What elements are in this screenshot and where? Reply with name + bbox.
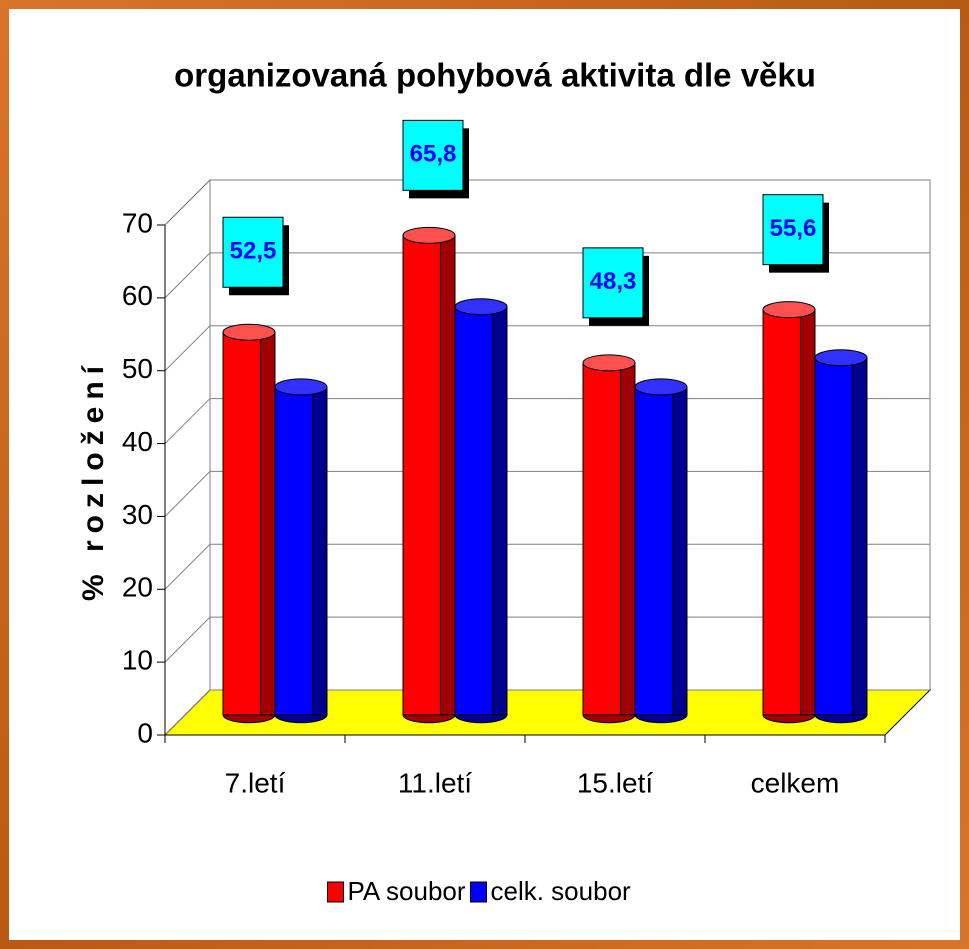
x-tick-label: 15.letí: [577, 767, 653, 798]
legend-swatch: [327, 881, 344, 903]
grid-line: [164, 616, 930, 663]
grid-line: [164, 179, 930, 226]
bar-top: [582, 354, 636, 372]
value-label: 52,5: [230, 238, 277, 265]
value-label: 48,3: [590, 268, 637, 295]
grid-line: [164, 398, 930, 444]
y-tick-label: 30: [122, 499, 153, 530]
y-tick-label: 20: [122, 572, 153, 603]
side-wall: [164, 178, 211, 737]
y-tick-label: 10: [122, 645, 153, 676]
bar-top: [634, 378, 688, 396]
bar-top: [454, 298, 508, 316]
grid-line: [164, 689, 930, 736]
bar-side: [439, 234, 456, 716]
bar-top: [402, 226, 456, 244]
y-tick-label: 0: [137, 717, 153, 748]
legend-label: celk. soubor: [491, 876, 632, 906]
plot: 0 10 20 30 40 50 60 70 7.letí 52,5 11.letí 65,8 15.l…: [122, 119, 932, 906]
y-tick-label: 50: [122, 353, 153, 384]
bar-top: [762, 301, 816, 319]
bar-top: [814, 349, 868, 367]
bar-side: [671, 386, 688, 716]
x-tick-label: 7.letí: [225, 767, 286, 798]
x-tick-label: celkem: [751, 767, 840, 798]
bar-side: [311, 386, 328, 716]
grid-line: [164, 543, 930, 590]
value-label-box: [222, 216, 284, 288]
chart-title: organizovaná pohybová aktivita dle věku: [174, 57, 816, 94]
bar-side: [851, 357, 868, 716]
x-tick-label: 11.letí: [398, 767, 472, 798]
bar-side: [619, 362, 636, 716]
bar-side: [259, 331, 276, 716]
legend-label: PA soubor: [348, 876, 466, 906]
y-tick-label: 70: [122, 207, 153, 238]
bar-side: [491, 306, 508, 716]
grid-line: [164, 252, 930, 299]
y-tick-label: 40: [122, 426, 153, 457]
value-label-box: [762, 194, 824, 266]
bar-top: [274, 378, 328, 396]
value-label-box: [582, 247, 644, 319]
bar-side: [799, 309, 816, 716]
value-label: 55,6: [770, 215, 817, 242]
grid-line: [164, 470, 930, 517]
value-label-box: [402, 119, 464, 191]
grid-line: [164, 325, 930, 372]
y-axis-label: % rozložení: [77, 359, 110, 601]
value-label: 65,8: [410, 141, 457, 168]
bar-top: [222, 323, 276, 341]
legend-swatch: [470, 881, 487, 903]
y-tick-label: 60: [122, 280, 153, 311]
